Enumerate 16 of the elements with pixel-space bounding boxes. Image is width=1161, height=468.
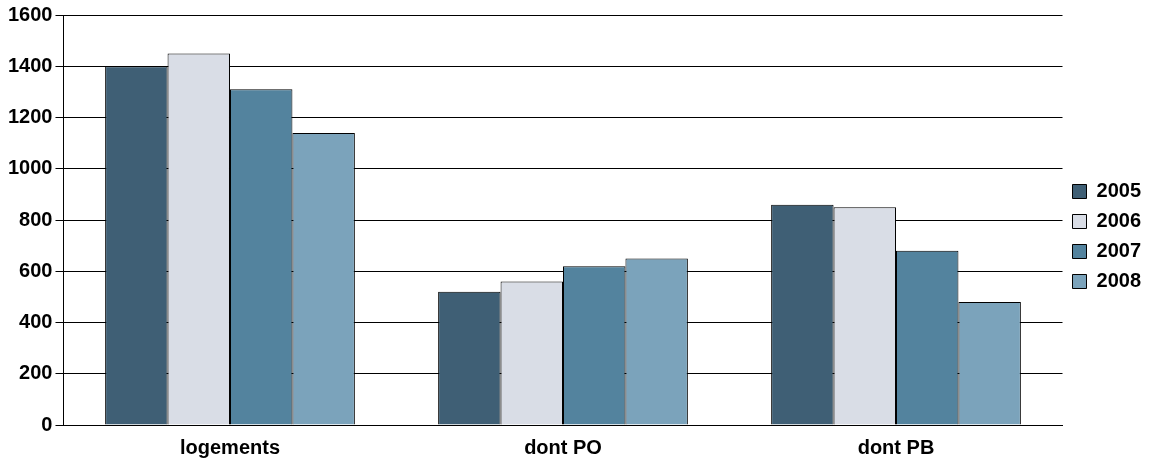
y-tick-label: 1400 bbox=[7, 53, 53, 76]
y-tick-label: 0 bbox=[41, 412, 53, 435]
y-tick-label: 1000 bbox=[7, 156, 53, 179]
y-tick-label: 1200 bbox=[7, 105, 53, 128]
y-tick-label: 600 bbox=[19, 258, 53, 281]
y-tick-label: 200 bbox=[19, 361, 53, 384]
legend-label: 2008 bbox=[1096, 269, 1142, 292]
legend-label: 2006 bbox=[1096, 209, 1142, 232]
x-tick-label: dont PB bbox=[857, 435, 935, 458]
x-tick-label: logements bbox=[179, 435, 281, 458]
x-tick-label: dont PO bbox=[524, 435, 602, 458]
legend-label: 2007 bbox=[1096, 239, 1142, 262]
legend-label: 2005 bbox=[1096, 179, 1142, 202]
y-tick-label: 800 bbox=[19, 207, 53, 230]
y-tick-label: 400 bbox=[19, 310, 53, 333]
y-tick-label: 1600 bbox=[7, 2, 53, 25]
